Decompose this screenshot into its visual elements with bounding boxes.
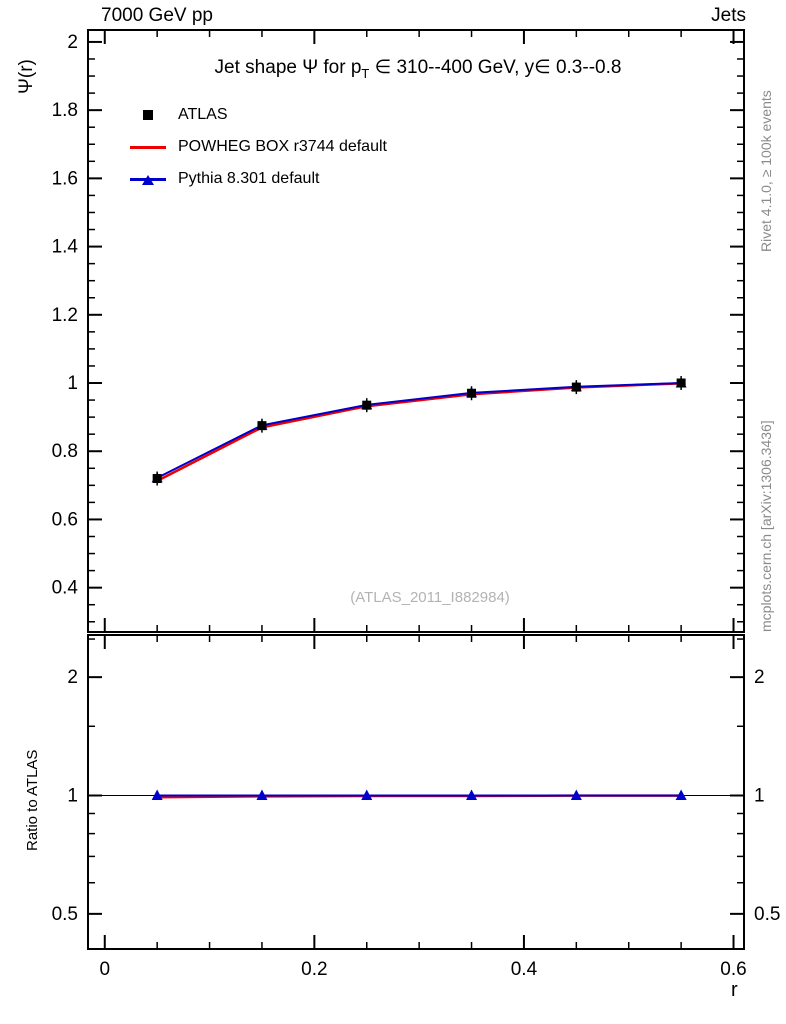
pythia-triangle-marker (142, 174, 154, 185)
svg-text:0.6: 0.6 (720, 959, 746, 980)
svg-text:2: 2 (67, 667, 78, 688)
svg-text:1: 1 (754, 786, 765, 807)
ratio-y-axis-label: Ratio to ATLAS (24, 749, 41, 851)
svg-text:1.2: 1.2 (52, 305, 78, 326)
ratio-series (88, 789, 744, 801)
svg-text:0.6: 0.6 (52, 509, 78, 530)
square-marker (467, 388, 477, 398)
triangle-marker (466, 789, 478, 801)
square-marker (362, 400, 372, 410)
svg-text:0.5: 0.5 (754, 904, 780, 925)
legend-label-pythia: Pythia 8.301 default (178, 170, 320, 187)
svg-text:0.8: 0.8 (52, 441, 78, 462)
legend: ATLAS POWHEG BOX r3744 default Pythia 8.… (128, 99, 387, 195)
plot-title-suffix: ∈ 310--400 GeV, y∈ 0.3--0.8 (369, 57, 622, 78)
legend-swatch-atlas (128, 110, 168, 120)
plot-title-subscript: T (361, 66, 370, 81)
pythia-line-marker (130, 174, 166, 185)
svg-text:1: 1 (67, 373, 78, 394)
square-marker (152, 474, 162, 484)
square-marker (676, 378, 686, 388)
legend-label-powheg: POWHEG BOX r3744 default (178, 138, 387, 155)
beam-energy-label: 7000 GeV pp (101, 5, 213, 26)
triangle-marker (675, 789, 687, 801)
svg-text:1: 1 (67, 786, 78, 807)
rivet-version-note: Rivet 4.1.0, ≥ 100k events (758, 90, 774, 252)
pythia-curve (156, 382, 682, 479)
svg-text:1.6: 1.6 (52, 168, 78, 189)
square-marker (257, 421, 267, 431)
atlas-square-marker (143, 110, 153, 120)
legend-swatch-pythia (128, 174, 168, 185)
plot-title: Jet shape Ψ for pT ∈ 310--400 GeV, y∈ 0.… (215, 56, 622, 81)
triangle-marker (570, 789, 582, 801)
svg-text:0.4: 0.4 (511, 959, 538, 980)
triangle-marker (256, 789, 268, 801)
legend-label-atlas: ATLAS (178, 106, 228, 123)
triangle-marker (361, 789, 373, 801)
plot-title-prefix: Jet shape Ψ for p (214, 57, 362, 78)
main-series (151, 376, 687, 486)
analysis-id-watermark: (ATLAS_2011_I882984) (350, 589, 510, 606)
svg-text:0: 0 (99, 959, 110, 980)
powheg-line-marker (130, 145, 166, 149)
svg-text:1.8: 1.8 (52, 100, 78, 121)
legend-item-pythia: Pythia 8.301 default (128, 163, 387, 195)
square-marker (571, 382, 581, 392)
analysis-group-label: Jets (711, 5, 746, 26)
mcplots-reference-note: mcplots.cern.ch [arXiv:1306.3436] (758, 420, 774, 632)
svg-text:2: 2 (754, 667, 765, 688)
svg-text:0.4: 0.4 (52, 578, 79, 599)
triangle-marker (151, 789, 163, 801)
legend-item-atlas: ATLAS (128, 99, 387, 131)
legend-item-powheg: POWHEG BOX r3744 default (128, 131, 387, 163)
legend-swatch-powheg (128, 145, 168, 149)
x-axis-label: r (731, 979, 738, 1001)
svg-text:0.2: 0.2 (301, 959, 327, 980)
y-axis-label: Ψ(r) (16, 59, 37, 94)
svg-text:2: 2 (67, 32, 78, 53)
svg-text:0.5: 0.5 (52, 904, 78, 925)
svg-text:1.4: 1.4 (52, 237, 79, 258)
